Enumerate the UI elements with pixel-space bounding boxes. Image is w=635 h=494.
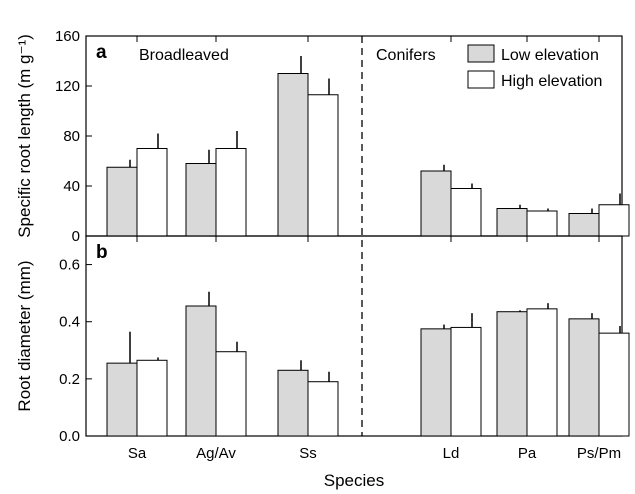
y-tick-label-a: 120: [55, 78, 80, 95]
bar-b-low-5: [568, 318, 600, 437]
y-tick-label-a: 40: [63, 178, 80, 195]
bar-b-low-3: [420, 328, 452, 437]
x-axis-title: Species: [324, 471, 384, 490]
y-tick-label-b: 0.4: [59, 314, 80, 331]
x-category-label: Ld: [443, 445, 460, 462]
bar-b-low-1: [185, 305, 217, 437]
bar-a-low-0: [106, 166, 138, 237]
y-axis-title-a: Specific root length (m g⁻¹): [15, 34, 34, 238]
bar-a-high-0: [136, 148, 168, 237]
bar-b-low-0: [106, 362, 138, 437]
panel-letter-b: b: [96, 242, 108, 263]
bar-a-high-2: [307, 94, 339, 237]
y-tick-label-b: 0.0: [59, 428, 80, 445]
y-tick-label-b: 0.6: [59, 257, 80, 274]
legend-swatch-high: [467, 70, 495, 89]
y-tick-label-b: 0.2: [59, 371, 80, 388]
legend-swatch-low: [467, 44, 495, 63]
legend-label-high: High elevation: [501, 73, 602, 90]
bar-a-low-1: [185, 163, 217, 237]
y-tick-label-a: 0: [72, 228, 80, 245]
bar-b-high-3: [450, 326, 482, 437]
bar-a-high-4: [526, 210, 558, 237]
panel-b: 0.0 0.2 0.4 0.6 Sa Ag/Av Ss Ld Pa Ps/Pm b Root diam…: [15, 235, 630, 462]
panel-letter-a: a: [96, 42, 107, 63]
bar-b-low-2: [277, 369, 309, 437]
bar-b-high-4: [526, 308, 558, 437]
group-label-broadleaved: Broadleaved: [139, 47, 229, 64]
bar-b-high-5: [598, 332, 630, 437]
bar-a-low-3: [420, 170, 452, 237]
y-tick-label-a: 80: [63, 128, 80, 145]
bar-b-low-4: [496, 311, 528, 437]
y-axis-title-b: Root diameter (mm): [15, 260, 34, 411]
group-label-conifers: Conifers: [376, 47, 436, 64]
bar-a-low-4: [496, 208, 528, 237]
x-category-label: Sa: [128, 445, 147, 462]
y-tick-label-a: 160: [55, 28, 80, 45]
x-category-label: Ss: [299, 445, 317, 462]
x-category-label: Pa: [518, 445, 537, 462]
legend-label-low: Low elevation: [501, 47, 599, 64]
bar-b-high-2: [307, 381, 339, 437]
bar-a-high-3: [450, 188, 482, 237]
bar-a-high-1: [215, 148, 247, 237]
x-category-label: Ag/Av: [196, 445, 236, 462]
bar-a-high-5: [598, 204, 630, 237]
overlay: Broadleaved Conifers Low elevation High ele…: [139, 36, 602, 490]
bar-a-low-2: [277, 73, 309, 237]
bar-b-high-0: [136, 359, 168, 437]
bar-a-low-5: [568, 213, 600, 237]
bar-b-high-1: [215, 351, 247, 437]
x-category-label: Ps/Pm: [577, 445, 621, 462]
